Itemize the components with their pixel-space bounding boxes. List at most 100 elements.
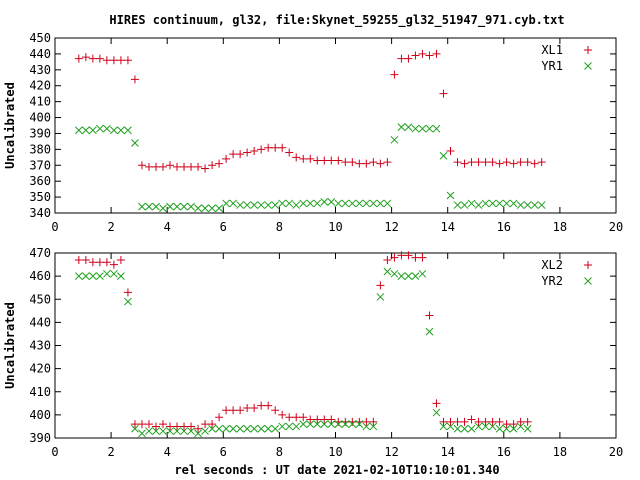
x-tick-label: 0 (51, 220, 58, 234)
yr1-point (495, 199, 504, 208)
yr2-point (271, 424, 280, 433)
yr2-point (278, 422, 287, 431)
yr2-point (215, 424, 223, 433)
yr1-point (187, 202, 195, 211)
yr2-point (362, 422, 371, 431)
yr2-point (397, 272, 406, 280)
yr2-point (257, 424, 266, 433)
x-tick-label: 6 (220, 445, 227, 459)
yr1-point (243, 201, 251, 209)
xl1-legend-label: XL1 (541, 43, 563, 57)
yr2-point (474, 422, 483, 431)
yr2-point (229, 424, 237, 433)
yr1-point (481, 199, 490, 208)
yr1-point (383, 199, 392, 208)
yr2-point (523, 424, 532, 433)
y-tick-label: 450 (29, 31, 51, 45)
yr2-point (432, 408, 441, 417)
y-tick-label: 370 (29, 158, 51, 172)
x-tick-label: 16 (497, 445, 511, 459)
yr2-point (243, 424, 251, 433)
yr1-point (523, 201, 532, 209)
yr1-point (369, 199, 378, 208)
yr1-point (320, 198, 329, 206)
xl1-point (236, 150, 245, 159)
yr2-point (117, 272, 125, 280)
xl2-point (88, 258, 97, 267)
yr2-point (509, 424, 518, 433)
xl1-point (320, 156, 329, 165)
xl2-legend-label: XL2 (541, 258, 563, 272)
yr2-point (299, 420, 308, 428)
yr1-point (138, 202, 146, 211)
xl1-point (425, 51, 434, 60)
yr2-point (103, 269, 111, 278)
yr1-point (516, 201, 525, 209)
x-axis-label: rel seconds : UT date 2021-02-10T10:10:0… (174, 463, 499, 477)
xl2-point (166, 422, 175, 431)
xl1-point (299, 154, 308, 163)
yr2-point (439, 422, 448, 431)
y-tick-label: 470 (29, 246, 51, 260)
yr2-point (369, 422, 378, 431)
xl1-point (383, 158, 392, 167)
yr2-point (481, 422, 490, 431)
x-tick-label: 6 (220, 220, 227, 234)
yr2-point (390, 269, 399, 278)
yr1-point (285, 199, 294, 208)
xl2-point (222, 406, 231, 415)
yr1-point (530, 201, 539, 209)
yr2-point (467, 424, 476, 433)
y-tick-label: 360 (29, 174, 51, 188)
yr2-point (348, 420, 357, 428)
xl2-point (474, 417, 483, 426)
xl1-point (537, 158, 546, 167)
xl2-point (453, 417, 462, 426)
xl2-point (292, 413, 301, 422)
y-tick-label: 410 (29, 95, 51, 109)
y-axis-label: Uncalibrated (3, 82, 17, 169)
xl2-point (460, 417, 469, 426)
xl2-point (180, 422, 189, 431)
yr1-point (432, 124, 441, 133)
xl2-point (243, 403, 252, 412)
xl2-point (509, 420, 518, 429)
xl1-point (432, 49, 441, 58)
y-tick-label: 420 (29, 79, 51, 93)
xl1-point (95, 54, 104, 63)
xl2-point (74, 255, 83, 264)
yr1-point (488, 199, 497, 208)
yr1-point (229, 199, 237, 208)
y-tick-label: 340 (29, 206, 51, 220)
x-tick-label: 4 (164, 220, 171, 234)
yr2-point (131, 424, 139, 433)
chart-title: HIRES continuum, gl32, file:Skynet_59255… (109, 13, 564, 28)
yr2-point (222, 424, 230, 433)
x-tick-label: 18 (553, 220, 567, 234)
xl1-point (144, 162, 153, 171)
yr1-point (397, 123, 406, 131)
yr1-point (299, 199, 308, 208)
yr2-point (201, 427, 209, 435)
xl2-point (306, 415, 315, 424)
xl1-point (306, 154, 315, 163)
xl2-point (194, 424, 203, 433)
yr2-point (82, 272, 90, 280)
yr2-point (320, 420, 329, 428)
xl2-point (116, 255, 125, 264)
xl1-point (376, 159, 385, 168)
xl1-point (481, 158, 490, 167)
xl2-point (383, 255, 392, 264)
xl1-point (166, 161, 175, 170)
xl1-point (327, 156, 336, 165)
yr2-point (96, 272, 104, 280)
yr2-point (74, 272, 83, 280)
xl1-point (243, 148, 252, 157)
yr1-point (502, 199, 511, 208)
xl1-point (151, 162, 160, 171)
xl2-point (102, 258, 111, 267)
plot-frame (54, 37, 617, 214)
xl2-point (95, 258, 104, 267)
yr2-point (173, 427, 181, 435)
yr1-point (404, 123, 413, 131)
